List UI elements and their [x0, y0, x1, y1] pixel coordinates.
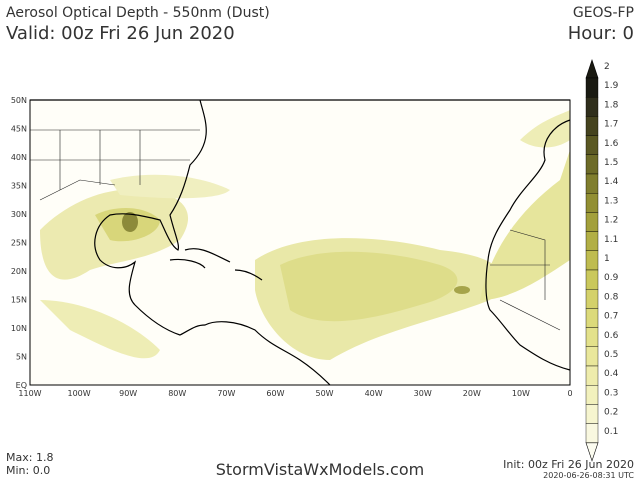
colorbar-swatch	[585, 96, 599, 117]
colorbar-label: 1.8	[604, 100, 619, 110]
longitude-labels: 110W 100W 90W 80W 70W 60W 50W 40W 30W 20W 10W 0	[18, 389, 572, 398]
colorbar-label: 1.5	[604, 158, 618, 168]
colorbar-label: 0.3	[604, 388, 618, 398]
colorbar-swatch	[585, 289, 599, 309]
latitude-labels: 50N 45N 40N 35N 30N 25N 20N 15N 10N 5N EQ	[11, 96, 27, 390]
colorbar-swatch	[585, 154, 599, 175]
forecast-hour: Hour: 0	[568, 23, 634, 44]
colorbar-swatch	[585, 269, 599, 290]
colorbar-swatch	[585, 77, 599, 98]
longitude-label: 90W	[119, 389, 137, 398]
colorbar-label: 0.4	[604, 369, 619, 379]
latitude-label: 50N	[11, 96, 27, 105]
colorbar-swatch	[585, 192, 599, 213]
longitude-label: 30W	[414, 389, 432, 398]
valid-time: Valid: 00z Fri 26 Jun 2020	[6, 23, 235, 44]
colorbar-label: 1.4	[604, 177, 619, 187]
colorbar-label: 0.2	[604, 408, 618, 418]
colorbar-label: 1	[604, 254, 610, 264]
latitude-label: 25N	[11, 239, 27, 248]
init-time: Init: 00z Fri 26 Jun 2020	[503, 458, 634, 471]
colorbar-swatch	[585, 212, 599, 232]
title: Aerosol Optical Depth - 550nm (Dust)	[6, 5, 270, 21]
latitude-label: 20N	[11, 267, 27, 276]
colorbar-label: 1.6	[604, 139, 619, 149]
colorbar-top	[585, 59, 599, 79]
colorbar: 2 1.9 1.8 1.7 1.6 1.5 1.4 1.3 1.2 1.1 1 0.9 0.8 0.7 0.…	[585, 59, 619, 462]
latitude-label: EQ	[16, 381, 27, 390]
latitude-label: 10N	[11, 324, 27, 333]
longitude-label: 110W	[18, 389, 41, 398]
longitude-label: 100W	[67, 389, 90, 398]
model: GEOS-FP	[573, 5, 634, 21]
latitude-label: 35N	[11, 182, 27, 191]
longitude-label: 70W	[217, 389, 235, 398]
colorbar-swatch	[585, 346, 599, 367]
latitude-label: 5N	[16, 353, 27, 362]
dust-field	[40, 110, 570, 360]
colorbar-swatch	[585, 135, 599, 156]
colorbar-swatch	[585, 385, 599, 405]
colorbar-label: 1.2	[604, 216, 618, 226]
colorbar-label: 0.1	[604, 427, 618, 437]
colorbar-swatch	[585, 250, 599, 271]
longitude-label: 10W	[512, 389, 530, 398]
latitude-label: 30N	[11, 210, 27, 219]
longitude-label: 0	[567, 389, 572, 398]
latitude-label: 45N	[11, 125, 27, 134]
colorbar-swatch	[585, 308, 599, 328]
longitude-label: 40W	[365, 389, 383, 398]
colorbar-label: 0.8	[604, 292, 619, 302]
latitude-label: 40N	[11, 153, 27, 162]
colorbar-label: 0.7	[604, 312, 618, 322]
colorbar-swatch	[585, 116, 599, 136]
max-value: Max: 1.8	[6, 451, 53, 464]
colorbar-label: 0.9	[604, 273, 619, 283]
colorbar-swatch	[585, 173, 599, 194]
longitude-label: 60W	[266, 389, 284, 398]
colorbar-label: 1.1	[604, 235, 618, 245]
longitude-label: 50W	[315, 389, 333, 398]
colorbar-swatch	[585, 231, 599, 252]
colorbar-swatch	[585, 327, 599, 348]
map-frame	[29, 99, 571, 386]
timestamp: 2020-06-26-08:31 UTC	[543, 471, 634, 480]
colorbar-swatch	[585, 423, 599, 444]
colorbar-label: 1.7	[604, 120, 618, 130]
map: 50N 45N 40N 35N 30N 25N 20N 15N 10N 5N EQ 110W 100W…	[11, 96, 573, 398]
latitude-label: 15N	[11, 296, 27, 305]
site-name: StormVistaWxModels.com	[216, 460, 424, 479]
colorbar-swatch	[585, 404, 599, 424]
colorbar-label: 2	[604, 62, 610, 72]
colorbar-swatch	[585, 365, 599, 386]
colorbar-label: 0.5	[604, 350, 618, 360]
min-value: Min: 0.0	[6, 464, 50, 477]
colorbar-label: 1.3	[604, 196, 618, 206]
colorbar-label: 1.9	[604, 81, 619, 91]
longitude-label: 80W	[168, 389, 186, 398]
longitude-label: 20W	[463, 389, 481, 398]
colorbar-label: 0.6	[604, 331, 619, 341]
colorbar-bottom	[585, 442, 599, 462]
